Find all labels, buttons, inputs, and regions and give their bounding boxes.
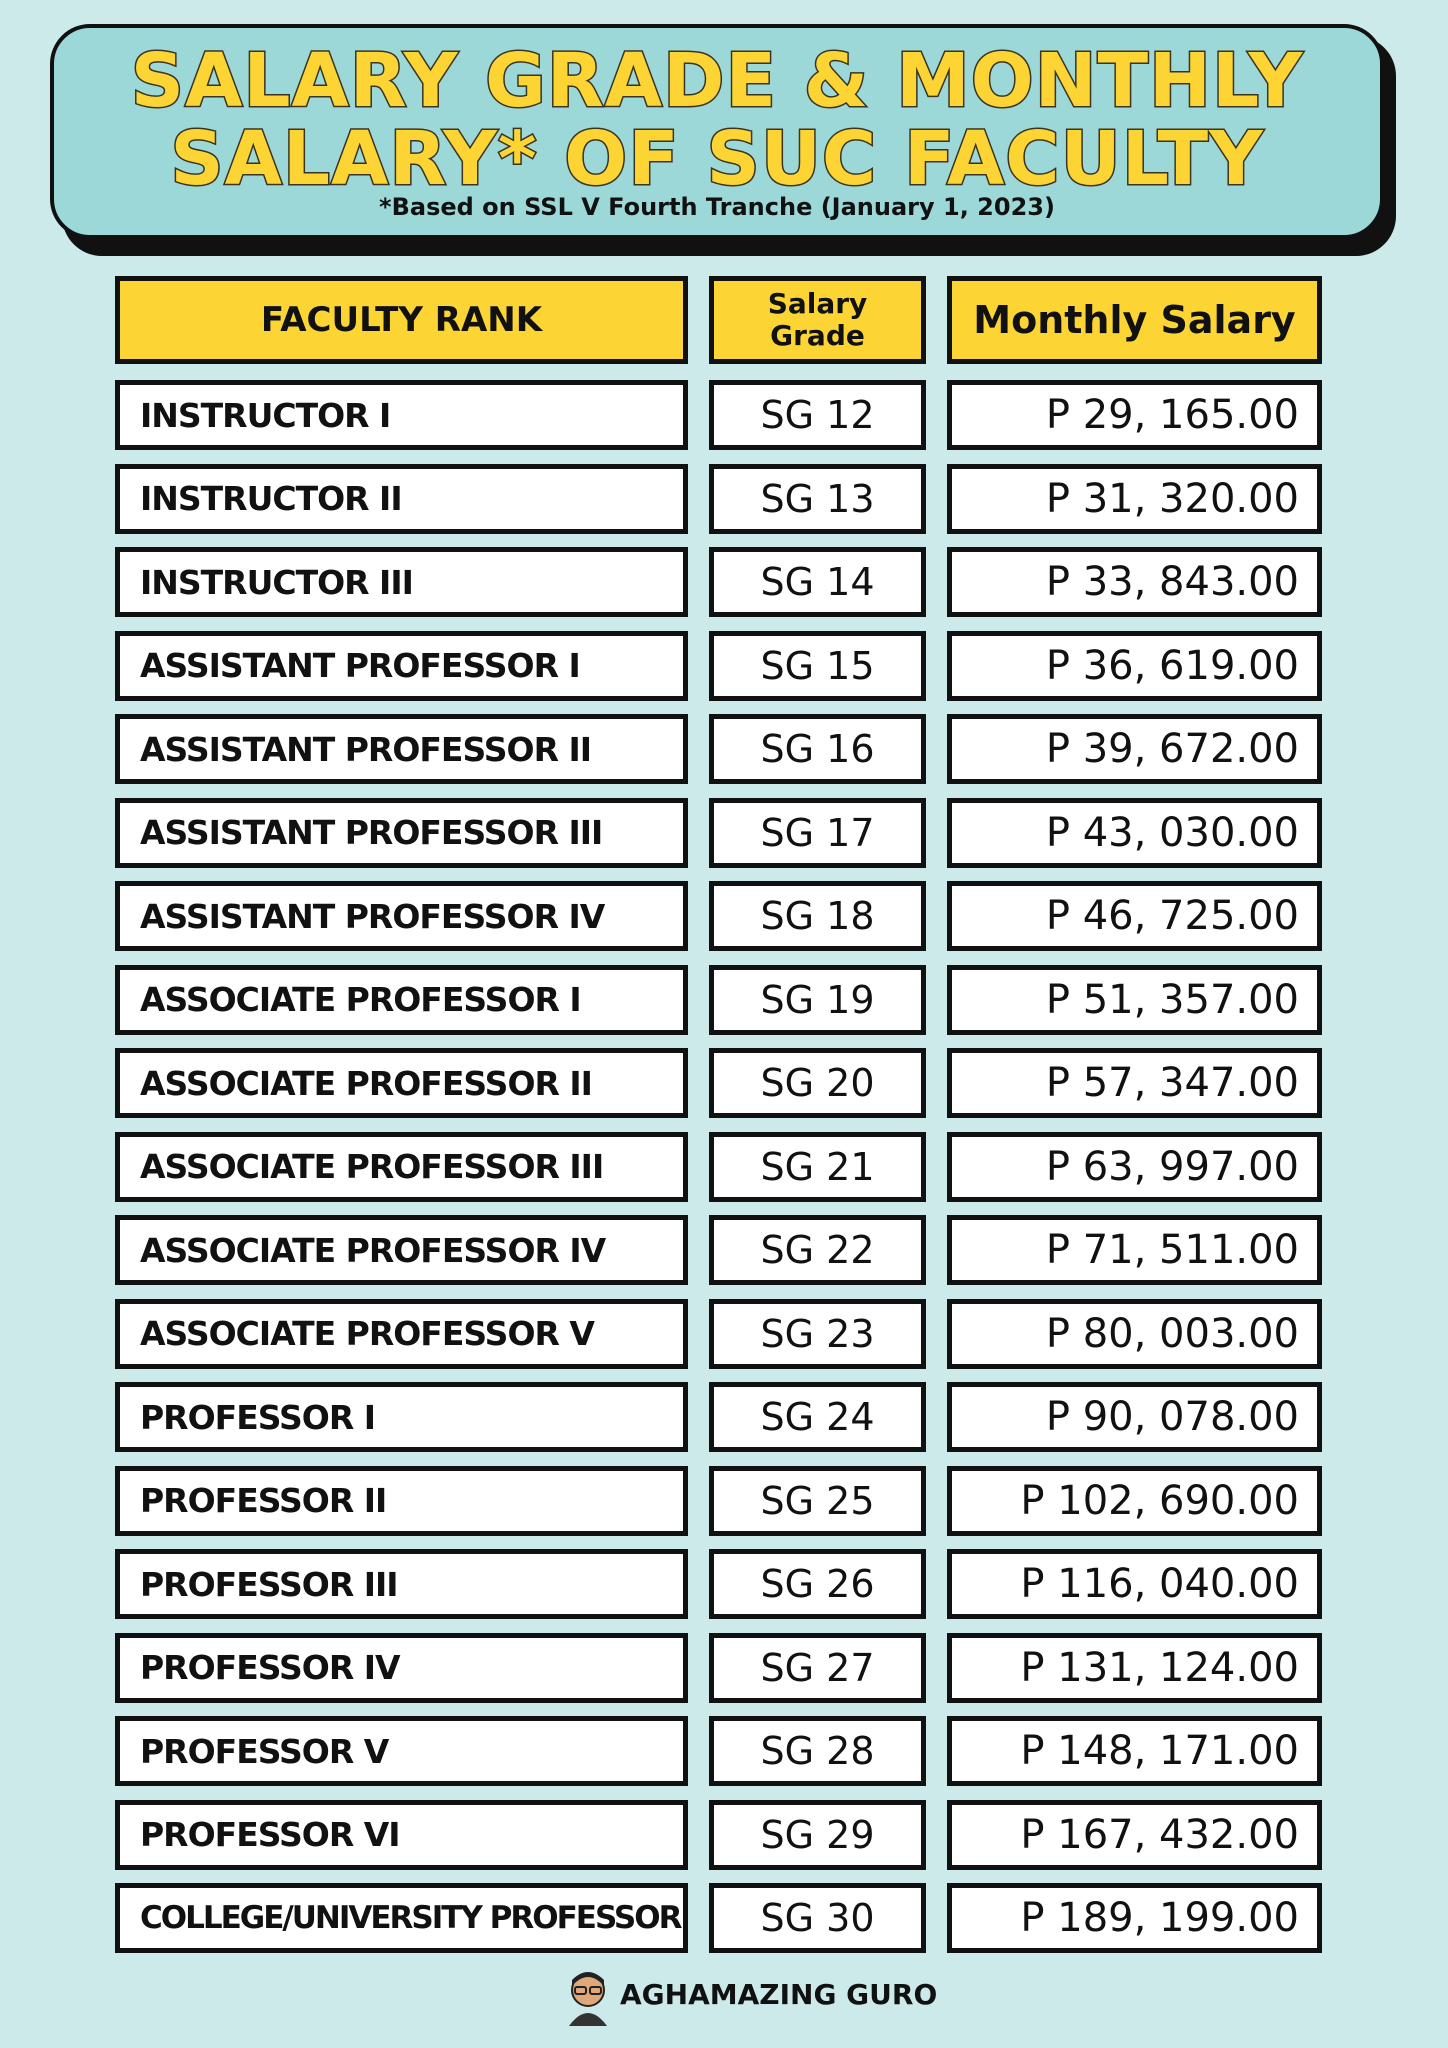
column-header: FACULTY RANK [115,276,688,364]
grade-cell: SG 21 [709,1131,926,1202]
salary-cell: P 116, 040.00 [947,1549,1322,1619]
salary-cell: P 36, 619.00 [947,630,1322,701]
salary-cell: P 167, 432.00 [947,1799,1322,1870]
rank-cell: PROFESSOR I [115,1382,688,1452]
rank-cell: PROFESSOR IV [115,1632,688,1703]
grade-cell: SG 13 [709,463,926,534]
grade-cell: SG 16 [709,714,926,784]
brand-icon [569,1972,607,2026]
rank-cell: PROFESSOR II [115,1465,688,1536]
grade-cell: SG 29 [709,1799,926,1870]
rank-cell: ASSOCIATE PROFESSOR IV [115,1215,688,1285]
grade-cell: SG 27 [709,1632,926,1703]
grade-cell: SG 22 [709,1215,926,1285]
rank-cell: PROFESSOR V [115,1716,688,1786]
subtitle: *Based on SSL V Fourth Tranche (January … [379,193,1055,221]
salary-cell: P 33, 843.00 [947,547,1322,617]
grade-cell: SG 25 [709,1465,926,1536]
column-header: Monthly Salary [947,276,1322,364]
grade-cell: SG 17 [709,797,926,868]
column-header: Salary Grade [709,276,926,364]
rank-cell: ASSOCIATE PROFESSOR III [115,1131,688,1202]
rank-cell: INSTRUCTOR III [115,547,688,617]
salary-cell: P 131, 124.00 [947,1632,1322,1703]
salary-cell: P 46, 725.00 [947,881,1322,951]
rank-cell: ASSISTANT PROFESSOR I [115,630,688,701]
grade-cell: SG 18 [709,881,926,951]
grade-cell: SG 28 [709,1716,926,1786]
rank-cell: ASSOCIATE PROFESSOR V [115,1298,688,1369]
grade-cell: SG 24 [709,1382,926,1452]
salary-cell: P 80, 003.00 [947,1298,1322,1369]
grade-cell: SG 19 [709,964,926,1035]
grade-cell: SG 30 [709,1883,926,1953]
salary-cell: P 29, 165.00 [947,380,1322,450]
brand-name: AGHAMAZING GURO [620,1978,938,2011]
grade-cell: SG 26 [709,1549,926,1619]
title-line: SALARY* OF SUC FACULTY [169,116,1264,202]
title-line: SALARY GRADE & MONTHLY [129,38,1304,124]
rank-cell: ASSISTANT PROFESSOR IV [115,881,688,951]
salary-cell: P 71, 511.00 [947,1215,1322,1285]
rank-cell: PROFESSOR VI [115,1799,688,1870]
salary-cell: P 102, 690.00 [947,1465,1322,1536]
grade-cell: SG 20 [709,1048,926,1118]
salary-cell: P 63, 997.00 [947,1131,1322,1202]
grade-cell: SG 23 [709,1298,926,1369]
banner [50,24,1384,239]
grade-cell: SG 12 [709,380,926,450]
rank-cell: INSTRUCTOR II [115,463,688,534]
rank-cell: PROFESSOR III [115,1549,688,1619]
grade-cell: SG 14 [709,547,926,617]
salary-cell: P 90, 078.00 [947,1382,1322,1452]
salary-cell: P 51, 357.00 [947,964,1322,1035]
salary-cell: P 148, 171.00 [947,1716,1322,1786]
rank-cell: ASSISTANT PROFESSOR II [115,714,688,784]
rank-cell: INSTRUCTOR I [115,380,688,450]
rank-cell: ASSOCIATE PROFESSOR I [115,964,688,1035]
salary-cell: P 57, 347.00 [947,1048,1322,1118]
rank-cell: ASSISTANT PROFESSOR III [115,797,688,868]
rank-cell: ASSOCIATE PROFESSOR II [115,1048,688,1118]
grade-cell: SG 15 [709,630,926,701]
salary-cell: P 189, 199.00 [947,1883,1322,1953]
salary-cell: P 39, 672.00 [947,714,1322,784]
salary-cell: P 43, 030.00 [947,797,1322,868]
rank-cell: COLLEGE/UNIVERSITY PROFESSOR [115,1883,688,1953]
salary-cell: P 31, 320.00 [947,463,1322,534]
